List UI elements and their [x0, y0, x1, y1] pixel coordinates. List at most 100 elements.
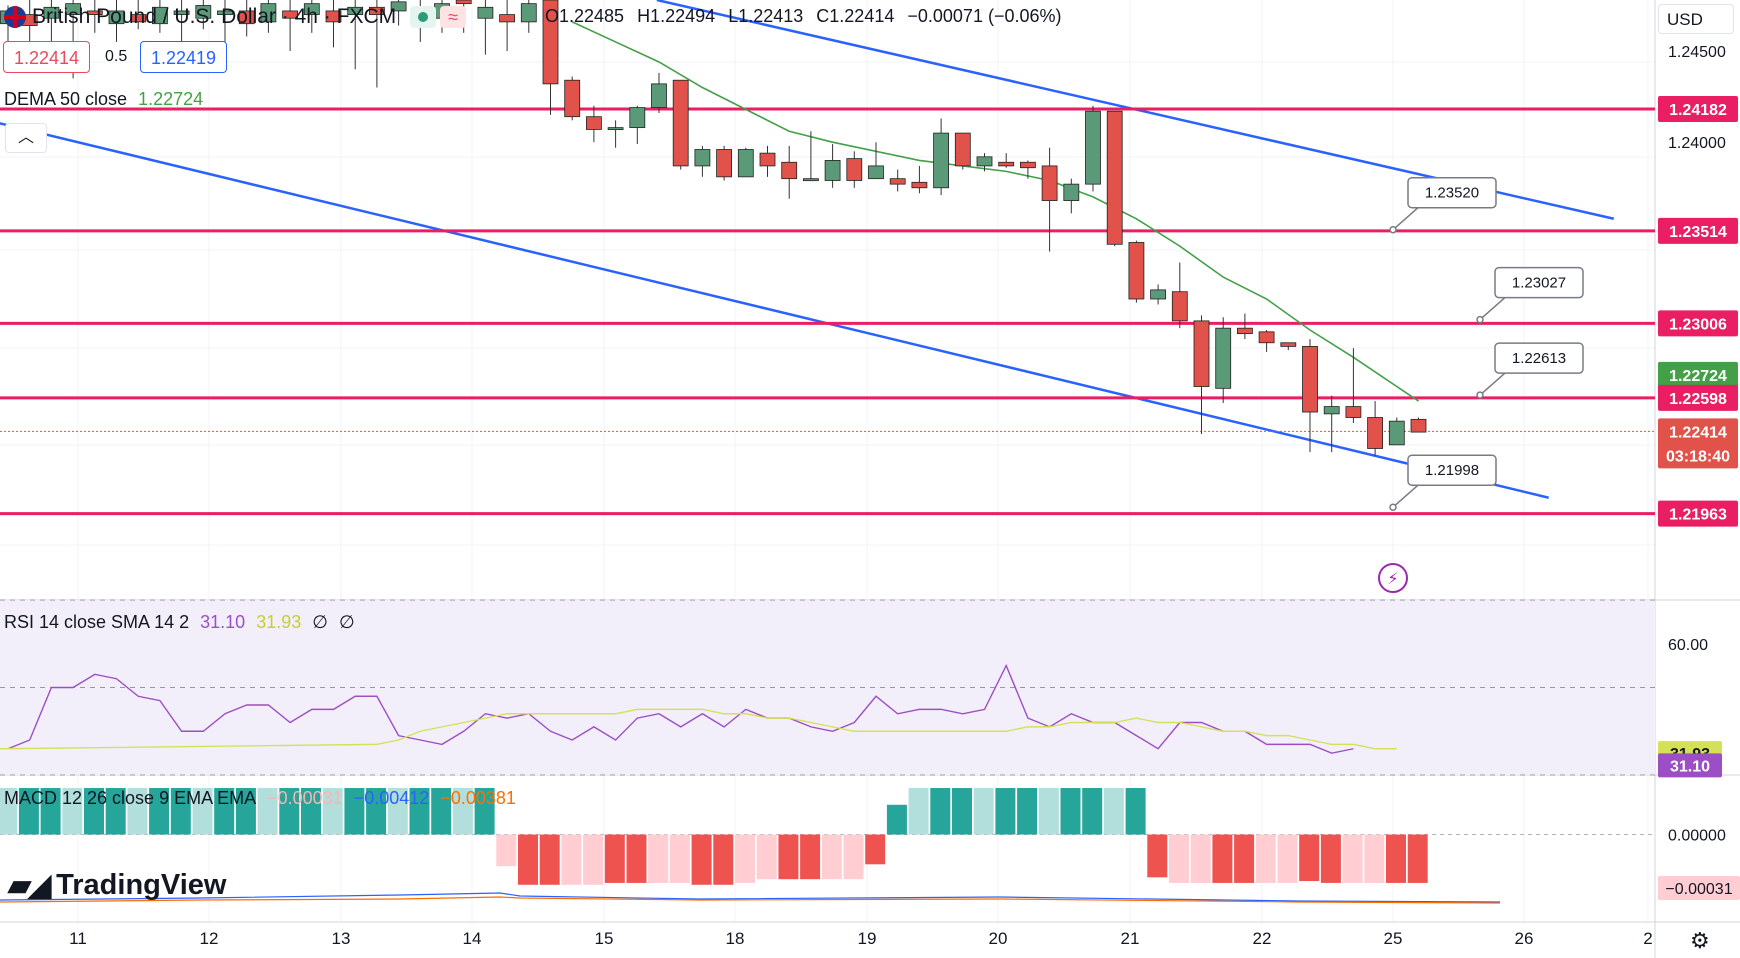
axis-label-text: 1.23514	[1669, 224, 1727, 241]
candle-body	[1280, 342, 1297, 347]
axis-label-box	[1658, 384, 1738, 411]
axis-price-label: 1.22724	[1658, 361, 1738, 388]
axis-label-text: 1.24182	[1669, 102, 1727, 119]
candle-body	[1345, 406, 1362, 418]
axis-label-box	[1658, 442, 1738, 469]
close-value: C1.22414	[816, 6, 895, 26]
market-status-icon[interactable]	[410, 6, 437, 28]
tradingview-mark-icon: ▰◢	[8, 869, 51, 902]
macd-histogram-bar	[322, 788, 343, 835]
candle	[520, 0, 537, 33]
callout-label: 1.21998	[1425, 462, 1479, 479]
time-tick-label: 26	[1515, 929, 1534, 948]
axis-label-box	[1658, 217, 1738, 244]
macd-histogram-bar	[1386, 834, 1406, 883]
wave-icon[interactable]: ≈	[440, 6, 467, 28]
macd-histogram-bar	[648, 834, 669, 883]
macd-legend-value: −0.00412	[353, 788, 430, 808]
candle-body	[130, 14, 147, 23]
macd-axis-label: −0.00031	[1658, 876, 1740, 900]
macd-legend[interactable]: MACD 12 26 close 9 EMA EMA −0.00031 −0.0…	[4, 788, 522, 809]
callout-box	[1407, 176, 1497, 209]
axis-label-text: 1.22414	[1669, 424, 1727, 441]
macd-histogram-bar	[62, 788, 83, 835]
candle	[1258, 329, 1275, 352]
tradingview-logo[interactable]: ▰◢ TradingView	[8, 868, 226, 903]
candle	[282, 0, 299, 52]
axis-label-box	[1658, 500, 1738, 527]
macd-histogram-bar	[1190, 834, 1211, 883]
macd-histogram-bar	[713, 834, 734, 885]
time-tick-label: 21	[1121, 929, 1140, 948]
macd-histogram-bar	[691, 834, 712, 885]
buy-button[interactable]: 1.22419	[140, 41, 228, 73]
candle	[130, 0, 147, 30]
candle-body	[976, 156, 993, 167]
macd-histogram-bar	[821, 834, 842, 880]
rsi-legend-value: 31.10	[200, 612, 246, 632]
candle	[1302, 339, 1318, 453]
candle-body	[694, 149, 711, 167]
dema-legend-label: DEMA 50 close	[4, 89, 128, 109]
candle	[868, 142, 884, 180]
rsi-sma-line	[0, 708, 1397, 750]
macd-histogram-bar	[800, 834, 821, 880]
macd-histogram-bar	[778, 834, 799, 880]
sell-button[interactable]: 1.22414	[3, 41, 91, 73]
candle	[889, 169, 906, 192]
candle	[238, 0, 255, 37]
macd-histogram-bar	[40, 788, 61, 835]
settings-gear-icon[interactable]: ⚙	[1690, 928, 1710, 953]
callout-box	[1407, 454, 1497, 486]
gbp-flag-icon	[4, 6, 26, 28]
macd-histogram-bar	[995, 788, 1016, 835]
rsi-legend[interactable]: RSI 14 close SMA 14 2 31.10 31.93 ∅ ∅	[4, 612, 361, 633]
candle-body	[86, 10, 103, 15]
candle	[911, 165, 928, 194]
horizontal-levels	[0, 107, 1655, 516]
candle-body	[607, 127, 624, 131]
symbol-title[interactable]: British Pound / U.S. Dollar · 4h · FXCM	[32, 5, 397, 28]
price-callouts: 1.23520 1.23027 1.22613 1.21998 ⚡	[1378, 176, 1584, 593]
chevron-up-icon: ︿	[17, 129, 34, 146]
candle-body	[455, 0, 472, 5]
macd-legend-label: MACD 12 26 close 9 EMA EMA	[4, 788, 257, 808]
macd-histogram-bar	[192, 788, 213, 835]
candle	[1106, 110, 1123, 247]
candle-body	[1237, 327, 1253, 335]
macd-histogram-bar	[344, 788, 365, 835]
alert-bolt-glyph: ⚡	[1387, 569, 1398, 588]
candle	[1323, 395, 1340, 453]
candle	[195, 0, 212, 30]
rsi-legend-extra-2: ∅	[338, 612, 355, 632]
currency-selector[interactable]: USD	[1658, 4, 1734, 34]
rsi-tick-label: 60.00	[1668, 637, 1708, 654]
macd-histogram-bar	[170, 788, 191, 835]
macd-line	[0, 892, 1501, 903]
candle	[347, 0, 364, 70]
candle	[1193, 315, 1210, 434]
candle-body	[65, 3, 81, 15]
candle	[672, 79, 689, 170]
axis-price-label: 1.23514	[1658, 217, 1738, 244]
macd-histogram-bar	[366, 788, 387, 835]
macd-histogram-bar	[539, 834, 560, 885]
axis-price-label: 1.22598	[1658, 384, 1738, 411]
candle	[954, 132, 971, 170]
macd-histogram-bar	[149, 788, 170, 835]
callout-box	[1494, 266, 1584, 299]
ohlc-readout: O1.22485 H1.22494 L1.22413 C1.22414 −0.0…	[545, 6, 1070, 27]
macd-histogram-bar	[84, 788, 104, 835]
macd-histogram-bar	[735, 834, 755, 883]
macd-histogram-bar	[452, 788, 473, 835]
candle	[781, 145, 798, 199]
candle	[1020, 160, 1036, 179]
candle-body	[911, 181, 928, 189]
dema-legend[interactable]: DEMA 50 close 1.22724	[4, 89, 209, 110]
candle-body	[781, 161, 798, 180]
candle	[1171, 262, 1188, 329]
candle-body	[759, 152, 776, 167]
time-tick-label: 15	[595, 929, 614, 948]
collapse-legend-button[interactable]: ︿	[5, 123, 47, 153]
